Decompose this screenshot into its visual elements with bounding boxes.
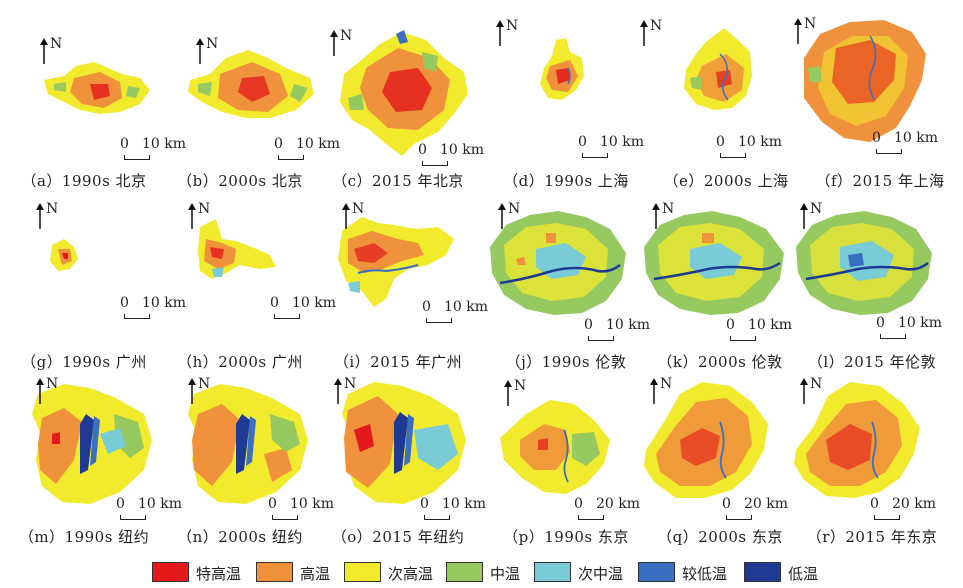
map-panel-guangzhou-1990s: N 0 10 km （g）1990s 广州 — [4, 199, 186, 382]
legend: 特高温 高温 次高温 中温 次中温 较低温 低温 — [0, 552, 963, 588]
map-panel-newyork-1990s: N 0 10 km （m）1990s 纽约 — [4, 374, 182, 557]
scale-bar: 0 10 km — [422, 299, 522, 323]
north-arrow: N — [648, 376, 672, 408]
north-arrow: N — [34, 201, 58, 233]
scale-bar: 0 10 km — [120, 295, 220, 319]
north-arrow: N — [496, 201, 520, 233]
map-panel-beijing-1990s: N 0 10 km （a）1990s 北京 — [4, 18, 186, 201]
north-arrow: N — [494, 18, 518, 50]
scale-bar: 0 10 km — [726, 317, 826, 341]
panel-caption: （h）2000s 广州 — [177, 353, 303, 371]
scale-bar: 0 10 km — [120, 136, 220, 160]
map-panel-shanghai-1990s: N 0 10 km （d）1990s 上海 — [486, 18, 644, 201]
panel-caption: （e）2000s 上海 — [663, 172, 789, 190]
panel-caption: （b）2000s 北京 — [177, 172, 303, 190]
panel-caption: （m）1990s 纽约 — [18, 528, 150, 546]
scale-bar: 0 20 km — [722, 496, 822, 520]
legend-label: 高温 — [300, 565, 331, 583]
north-arrow: N — [340, 201, 364, 233]
north-arrow: N — [650, 201, 674, 233]
panel-caption: （f）2015 年上海 — [815, 172, 945, 190]
legend-label: 中温 — [490, 565, 521, 583]
legend-swatch — [638, 562, 675, 582]
panel-caption: （q）2000s 东京 — [657, 528, 783, 546]
north-arrow: N — [38, 36, 62, 68]
map-panel-london-2000s: N 0 10 km （k）2000s 伦敦 — [640, 199, 795, 382]
panel-caption: （o）2015 年纽约 — [331, 528, 465, 546]
scale-bar: 0 10 km — [716, 134, 816, 158]
map-panel-shanghai-2000s: N 0 10 km （e）2000s 上海 — [640, 18, 801, 201]
panel-caption: （a）1990s 北京 — [21, 172, 147, 190]
scale-bar: 0 10 km — [418, 142, 518, 166]
map-panel-guangzhou-2000s: N 0 10 km （h）2000s 广州 — [160, 199, 336, 382]
north-arrow: N — [186, 376, 210, 408]
legend-label: 较低温 — [682, 565, 728, 583]
panel-caption: （g）1990s 广州 — [21, 353, 147, 371]
north-arrow: N — [502, 378, 526, 410]
map-panel-beijing-2015: N 0 10 km （c）2015 年北京 — [318, 18, 484, 201]
map-panel-grid: N 0 10 km （a）1990s 北京 N 0 10 km （b）2000s 北… — [4, 16, 955, 546]
map-panel-newyork-2015: N 0 10 km （o）2015 年纽约 — [318, 374, 486, 557]
legend-swatch — [534, 562, 571, 582]
north-arrow: N — [34, 376, 58, 408]
scale-bar: 0 10 km — [584, 317, 684, 341]
north-label: N — [50, 36, 63, 52]
scale-bar: 0 10 km — [268, 496, 368, 520]
scale-bar: 0 10 km — [578, 134, 678, 158]
north-arrow: N — [328, 28, 352, 60]
scale-bar: 0 10 km — [274, 136, 374, 160]
legend-label: 次中温 — [578, 565, 624, 583]
legend-label: 次高温 — [388, 565, 434, 583]
scale-bar: 0 10 km — [420, 496, 520, 520]
legend-swatch — [744, 562, 781, 582]
panel-caption: （l）2015 年伦敦 — [807, 353, 937, 371]
legend-swatch — [344, 562, 381, 582]
map-panel-london-2015: N 0 10 km （l）2015 年伦敦 — [792, 199, 947, 382]
north-arrow: N — [332, 376, 356, 408]
beijing-1990s-heat-map — [44, 62, 150, 114]
scale-bar: 0 10 km — [876, 315, 963, 339]
panel-caption: （n）2000s 纽约 — [177, 528, 303, 546]
map-panel-london-1990s: N 0 10 km （j）1990s 伦敦 — [486, 199, 650, 382]
map-panel-beijing-2000s: N 0 10 km （b）2000s 北京 — [160, 18, 340, 201]
panel-caption: （r）2015 年东京 — [806, 528, 938, 546]
legend-label: 低温 — [788, 565, 819, 583]
panel-caption: （c）2015 年北京 — [332, 172, 464, 190]
scale-bar: 0 10 km — [116, 496, 216, 520]
panel-caption: （p）1990s 东京 — [503, 528, 629, 546]
map-panel-newyork-2000s: N 0 10 km （n）2000s 纽约 — [160, 374, 334, 557]
map-panel-tokyo-2000s: N 0 20 km （q）2000s 东京 — [640, 374, 795, 557]
panel-caption: （d）1990s 上海 — [503, 172, 629, 190]
legend-swatch — [152, 562, 189, 582]
map-panel-guangzhou-2015: N 0 10 km （i）2015 年广州 — [318, 199, 488, 382]
legend-swatch — [446, 562, 483, 582]
north-arrow: N — [186, 201, 210, 233]
panel-caption: （k）2000s 伦敦 — [657, 353, 783, 371]
map-panel-shanghai-2015: N 0 10 km （f）2015 年上海 — [794, 16, 955, 201]
scale-bar: 0 10 km — [270, 295, 370, 319]
scale-bar: 0 20 km — [574, 496, 674, 520]
legend-label: 特高温 — [196, 565, 242, 583]
north-arrow: N — [638, 18, 662, 50]
scale-bar: 0 10 km — [872, 130, 963, 154]
north-arrow: N — [798, 376, 822, 408]
north-arrow: N — [792, 16, 816, 48]
panel-caption: （i）2015 年广州 — [333, 353, 463, 371]
north-arrow: N — [798, 201, 822, 233]
scale-bar: 0 20 km — [870, 496, 963, 520]
map-panel-tokyo-1990s: N 0 20 km （p）1990s 东京 — [486, 374, 641, 557]
north-arrow: N — [194, 36, 218, 68]
legend-swatch — [256, 562, 293, 582]
panel-caption: （j）1990s 伦敦 — [505, 353, 627, 371]
map-panel-tokyo-2015: N 0 20 km （r）2015 年东京 — [792, 374, 947, 557]
